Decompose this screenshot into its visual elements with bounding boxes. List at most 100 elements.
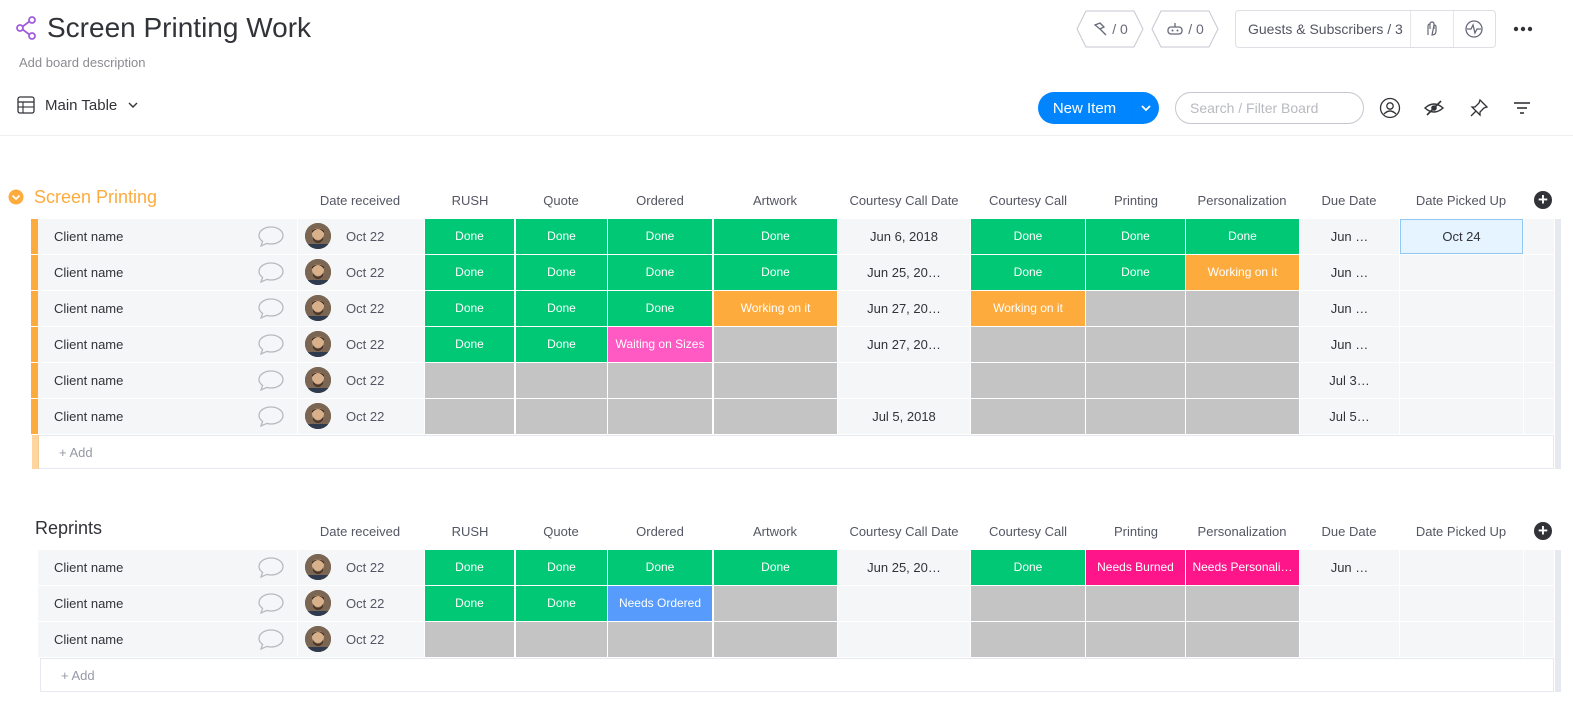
item-name[interactable]: Client name: [38, 219, 297, 254]
ordered-cell[interactable]: [608, 622, 712, 657]
date-received[interactable]: Oct 22: [346, 560, 385, 575]
courtesy-call-date-cell[interactable]: Jun 27, 20…: [838, 327, 970, 362]
personalization-cell[interactable]: [1186, 327, 1299, 362]
ordered-cell[interactable]: Done: [608, 255, 712, 290]
group-collapse-chevron-icon[interactable]: [8, 189, 24, 205]
person-filter-button[interactable]: [1378, 96, 1402, 120]
ordered-cell[interactable]: [608, 399, 712, 434]
date-received[interactable]: Oct 22: [346, 596, 385, 611]
due-date-cell[interactable]: Jul 3…: [1300, 363, 1399, 398]
due-date-cell[interactable]: Jun …: [1300, 327, 1399, 362]
artwork-cell[interactable]: [714, 586, 837, 621]
search-filter-box[interactable]: [1175, 92, 1364, 124]
courtesy-call-cell[interactable]: Done: [971, 255, 1085, 290]
printing-cell[interactable]: [1086, 327, 1185, 362]
column-header[interactable]: Date received: [319, 524, 401, 539]
column-header[interactable]: Date Picked Up: [1415, 524, 1507, 539]
personalization-cell[interactable]: [1186, 399, 1299, 434]
date-picked-up-cell[interactable]: [1400, 550, 1523, 585]
activity-button[interactable]: / 0: [1076, 10, 1144, 48]
column-header[interactable]: Quote: [543, 524, 579, 539]
column-header[interactable]: Courtesy Call Date: [849, 524, 959, 539]
printing-cell[interactable]: [1086, 291, 1185, 326]
item-name[interactable]: Client name: [38, 363, 297, 398]
group-title-label[interactable]: Screen Printing: [34, 187, 158, 207]
group-title[interactable]: Reprints: [35, 518, 102, 539]
personalization-cell[interactable]: [1186, 291, 1299, 326]
due-date-cell[interactable]: Jun …: [1300, 255, 1399, 290]
rush-cell[interactable]: [425, 622, 514, 657]
date-picked-up-cell[interactable]: [1400, 363, 1523, 398]
printing-cell[interactable]: [1086, 363, 1185, 398]
printing-cell[interactable]: [1086, 586, 1185, 621]
courtesy-call-cell[interactable]: [971, 586, 1085, 621]
column-header[interactable]: Ordered: [636, 193, 684, 208]
comment-bubble-icon[interactable]: [257, 405, 285, 427]
table-row[interactable]: Client name Oct 22 Done Done Needs Ordered: [0, 586, 1573, 622]
activity-log-button[interactable]: [1454, 11, 1496, 47]
column-header[interactable]: Ordered: [636, 524, 684, 539]
invite-button[interactable]: [1411, 11, 1453, 47]
item-name[interactable]: Client name: [38, 550, 297, 585]
courtesy-call-date-cell[interactable]: Jun 27, 20…: [838, 291, 970, 326]
column-header[interactable]: Quote: [543, 193, 579, 208]
date-picked-up-cell[interactable]: [1400, 255, 1523, 290]
table-row[interactable]: Client name Oct 22 Done Done Done Done Jun 25,…: [0, 550, 1573, 586]
column-header[interactable]: Printing: [1113, 193, 1159, 208]
hide-columns-button[interactable]: [1422, 96, 1446, 120]
column-header[interactable]: Date received: [319, 193, 401, 208]
quote-cell[interactable]: [516, 622, 607, 657]
column-header[interactable]: Personalization: [1197, 524, 1287, 539]
courtesy-call-cell[interactable]: Done: [971, 550, 1085, 585]
courtesy-call-cell[interactable]: [971, 399, 1085, 434]
printing-cell[interactable]: Needs Burned: [1086, 550, 1185, 585]
ordered-cell[interactable]: Needs Ordered: [608, 586, 712, 621]
column-header[interactable]: Courtesy Call: [988, 193, 1068, 208]
courtesy-call-date-cell[interactable]: [838, 622, 970, 657]
personalization-cell[interactable]: Working on it: [1186, 255, 1299, 290]
column-header[interactable]: RUSH: [451, 193, 489, 208]
add-column-button[interactable]: +: [1534, 191, 1552, 209]
add-item-label[interactable]: + Add: [59, 445, 93, 460]
ordered-cell[interactable]: Done: [608, 291, 712, 326]
ordered-cell[interactable]: Done: [608, 550, 712, 585]
table-row[interactable]: Client name Oct 22 Jul 3…: [0, 363, 1573, 399]
main-table-label[interactable]: Main Table: [45, 96, 118, 114]
pin-button[interactable]: [1467, 96, 1491, 120]
date-picked-up-cell[interactable]: Oct 24: [1400, 219, 1523, 254]
due-date-cell[interactable]: Jun …: [1300, 291, 1399, 326]
quote-cell[interactable]: [516, 363, 607, 398]
comment-bubble-icon[interactable]: [257, 556, 285, 578]
artwork-cell[interactable]: [714, 327, 837, 362]
date-received[interactable]: Oct 22: [346, 409, 385, 424]
share-icon[interactable]: [15, 16, 37, 40]
column-header[interactable]: Printing: [1113, 524, 1159, 539]
avatar[interactable]: [305, 223, 331, 249]
column-header[interactable]: Date Picked Up: [1415, 193, 1507, 208]
due-date-cell[interactable]: Jul 5…: [1300, 399, 1399, 434]
courtesy-call-cell[interactable]: [971, 327, 1085, 362]
date-received[interactable]: Oct 22: [346, 337, 385, 352]
courtesy-call-cell[interactable]: [971, 363, 1085, 398]
item-name[interactable]: Client name: [38, 291, 297, 326]
comment-bubble-icon[interactable]: [257, 225, 285, 247]
avatar[interactable]: [305, 626, 331, 652]
artwork-cell[interactable]: [714, 399, 837, 434]
avatar[interactable]: [305, 590, 331, 616]
date-picked-up-cell[interactable]: [1400, 586, 1523, 621]
column-header[interactable]: Due Date: [1321, 524, 1377, 539]
column-header[interactable]: Personalization: [1197, 193, 1287, 208]
date-picked-up-cell[interactable]: [1400, 327, 1523, 362]
table-row[interactable]: Client name Oct 22: [0, 622, 1573, 658]
item-name[interactable]: Client name: [38, 622, 297, 657]
add-item-row[interactable]: + Add: [32, 435, 1554, 469]
artwork-cell[interactable]: [714, 622, 837, 657]
column-header[interactable]: Artwork: [752, 524, 798, 539]
table-row[interactable]: Client name Oct 22 Done Done Done Done Jun 6, …: [0, 219, 1573, 255]
printing-cell[interactable]: [1086, 622, 1185, 657]
avatar[interactable]: [305, 295, 331, 321]
new-item-label[interactable]: New Item: [1052, 99, 1117, 117]
rush-cell[interactable]: Done: [425, 219, 514, 254]
rush-cell[interactable]: Done: [425, 550, 514, 585]
courtesy-call-date-cell[interactable]: Jun 6, 2018: [838, 219, 970, 254]
